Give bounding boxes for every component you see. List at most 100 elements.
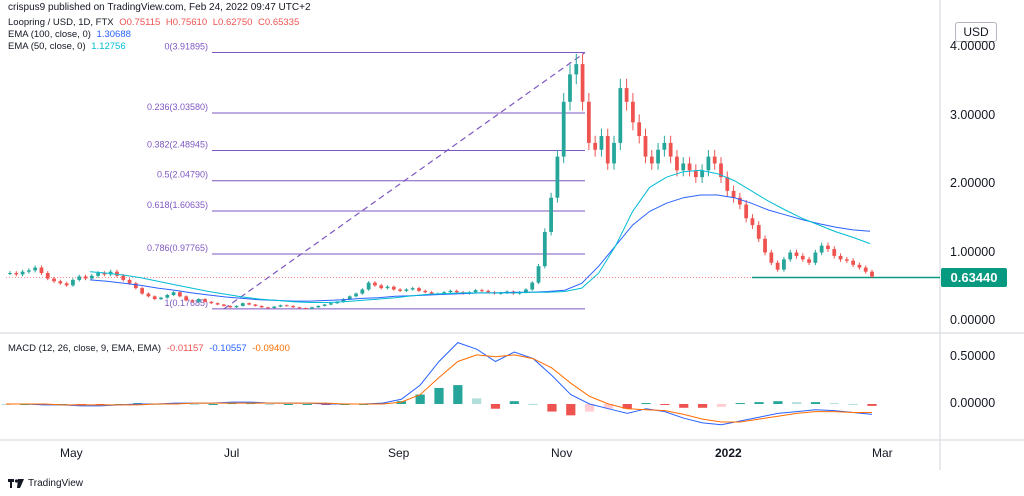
ema100-value: 1.30688 (96, 29, 131, 40)
close-value: C0.65335 (258, 17, 300, 28)
candle-body (215, 303, 220, 305)
macd-histogram-bar (660, 404, 670, 405)
candle-body (769, 252, 774, 263)
fib-level-label: 0.5(2.04790) (157, 170, 208, 180)
ema50-value: 1.12756 (91, 41, 126, 52)
candle-body (184, 296, 189, 301)
candle-body (637, 122, 642, 137)
candle-body (259, 305, 264, 308)
candle-body (832, 249, 837, 256)
candle-body (140, 288, 145, 294)
macd-legend[interactable]: MACD (12, 26, close, 9, EMA, EMA) -0.011… (8, 343, 290, 354)
macd-histogram-bar (716, 404, 726, 407)
candle-body (45, 273, 50, 279)
candle-body (480, 290, 484, 292)
candle-body (266, 307, 270, 309)
macd-histogram-bar (472, 398, 482, 404)
candle-body (819, 245, 824, 253)
candle-body (800, 255, 805, 260)
macd-histogram-bar (453, 385, 463, 404)
candle-body (775, 262, 780, 270)
candle-body (33, 267, 38, 271)
macd-hist-value: -0.01157 (166, 343, 204, 354)
candle-body (851, 260, 856, 265)
candle-body (605, 136, 610, 164)
publish-header: crispus9 published on TradingView.com, F… (8, 2, 311, 13)
macd-histogram-bar (302, 404, 312, 405)
candle-body (234, 305, 239, 308)
candle-body (813, 252, 818, 263)
candle-body (240, 303, 245, 306)
candle-body (807, 259, 811, 263)
candle-body (228, 305, 233, 308)
candle-body (278, 305, 283, 307)
candle-body (675, 156, 679, 171)
candle-body (706, 156, 711, 171)
fib-level-label: 0.236(3.03580) (147, 102, 208, 112)
ema100-label: EMA (100, close, 0) (8, 29, 91, 40)
candle-body (618, 88, 623, 143)
candle-body (744, 204, 749, 219)
macd-histogram-bar (547, 404, 557, 412)
macd-histogram-bar (829, 403, 839, 405)
candle-body (77, 276, 82, 280)
candle-body (498, 292, 503, 294)
candle-body (196, 299, 201, 302)
currency-button[interactable]: USD (955, 22, 997, 42)
candle-body (20, 271, 25, 275)
fib-level-label: 0.382(2.48945) (147, 139, 208, 149)
macd-histogram-bar (434, 387, 444, 404)
candle-body (291, 305, 296, 308)
candle-body (89, 275, 94, 279)
candle-body (700, 170, 704, 178)
macd-line (6, 342, 873, 426)
candle-body (549, 197, 553, 232)
candle-body (322, 304, 327, 306)
time-tick-label: 2022 (715, 446, 742, 460)
candle-body (121, 275, 126, 280)
macd-histogram-bar (773, 401, 783, 404)
candle-body (725, 177, 730, 191)
tradingview-footer[interactable]: TradingView (8, 478, 83, 489)
candle-body (473, 290, 478, 293)
candle-body (429, 292, 434, 294)
candle-body (410, 288, 415, 290)
candle-body (423, 290, 428, 293)
macd-histogram-bar (867, 404, 877, 406)
candle-body (303, 307, 308, 309)
signal-line (6, 354, 872, 423)
symbol-label[interactable]: Loopring / USD, 1D, FTX (8, 17, 114, 28)
candle-body (656, 149, 660, 164)
candle-body (159, 297, 163, 300)
candle-body (360, 289, 365, 294)
ema100-legend[interactable]: EMA (100, close, 0) 1.30688 (8, 29, 131, 40)
fib-level-label: 0(3.91895) (164, 42, 208, 52)
candle-body (171, 292, 176, 295)
footer-brand: TradingView (28, 478, 84, 489)
candle-body (643, 136, 648, 157)
macd-histogram-bar (641, 403, 651, 405)
candle-body (385, 286, 390, 289)
candle-body (102, 273, 107, 275)
candle-body (536, 266, 541, 283)
macd-histogram-bar (264, 404, 275, 405)
candle-body (297, 307, 302, 309)
candle-body (26, 270, 31, 272)
price-tick-label: 3.00000 (950, 107, 996, 122)
candle-body (341, 299, 346, 302)
time-tick-label: Sep (388, 446, 410, 460)
ema50-legend[interactable]: EMA (50, close, 0) 1.12756 (8, 41, 126, 52)
macd-histogram-bar (283, 404, 293, 405)
fib-trend-line (223, 52, 586, 310)
candle-body (763, 238, 767, 253)
candle-body (870, 271, 874, 277)
candle-body (83, 276, 88, 279)
fib-level-label: 0.786(0.97765) (147, 243, 208, 253)
candle-body (14, 273, 19, 275)
candle-body (555, 156, 560, 198)
macd-histogram-bar (566, 404, 576, 416)
candle-body (152, 296, 157, 300)
time-tick-label: Jul (224, 446, 240, 460)
candle-body (649, 156, 654, 164)
